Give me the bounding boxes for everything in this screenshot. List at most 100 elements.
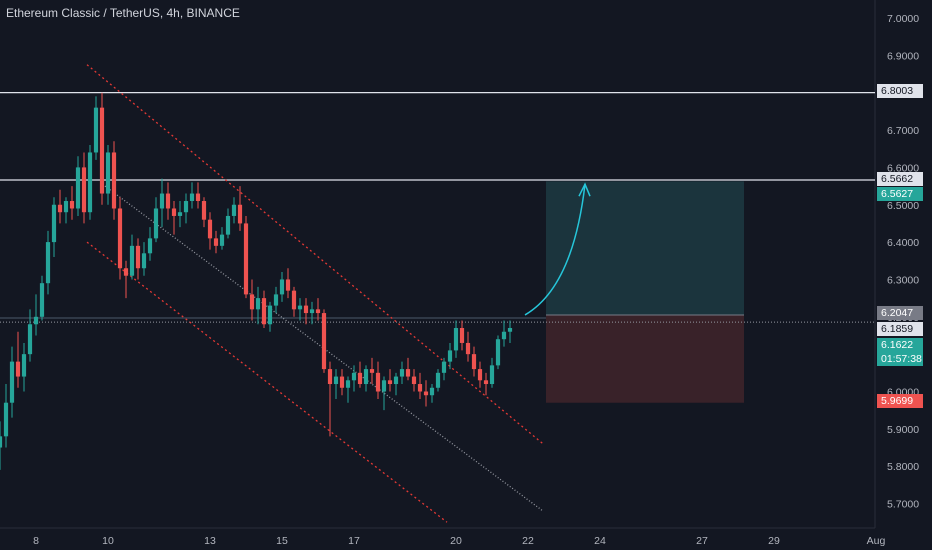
candle-body xyxy=(3,402,9,437)
candle-body xyxy=(63,201,69,213)
candle-body xyxy=(81,167,87,213)
candle-body xyxy=(27,324,33,355)
x-tick-label: 13 xyxy=(204,535,216,547)
candle-body xyxy=(57,204,63,213)
y-tick-label: 6.6000 xyxy=(887,162,919,174)
candle-body xyxy=(219,234,225,246)
candle-body xyxy=(201,201,207,220)
target-zone xyxy=(546,181,744,316)
candle-body xyxy=(267,305,273,325)
candle-body xyxy=(153,208,159,239)
candle-body xyxy=(165,193,171,209)
y-tick-label: 5.8000 xyxy=(887,461,919,473)
bar-countdown-tag: 01:57:38 xyxy=(877,352,923,366)
candle-body xyxy=(447,350,453,362)
candle-body xyxy=(87,152,93,213)
candle-body xyxy=(207,219,213,239)
x-tick-label: 20 xyxy=(450,535,462,547)
x-tick-label: Aug xyxy=(867,535,886,547)
candle-body xyxy=(261,298,267,325)
candle-body xyxy=(309,309,315,314)
candle-body xyxy=(225,215,231,235)
y-tick-label: 6.3000 xyxy=(887,274,919,286)
candle-body xyxy=(315,309,321,314)
candle-body xyxy=(333,376,339,385)
candle-body xyxy=(231,204,237,216)
x-tick-label: 15 xyxy=(276,535,288,547)
candle-body xyxy=(507,328,513,332)
candle-body xyxy=(123,268,129,276)
candle-body xyxy=(477,369,483,381)
current-price-tag: 6.1622 xyxy=(877,338,923,352)
candle-body xyxy=(159,193,165,209)
candle-body xyxy=(39,283,45,317)
x-tick-label: 29 xyxy=(768,535,780,547)
candle-body xyxy=(195,193,201,202)
candle-body xyxy=(375,372,381,392)
candle-body xyxy=(99,107,105,194)
candle-body xyxy=(129,245,135,276)
candle-body xyxy=(141,253,147,269)
candle-body xyxy=(357,372,363,385)
candle-body xyxy=(381,380,387,392)
candle-body xyxy=(399,369,405,377)
candle-body xyxy=(279,279,285,295)
projection-arrowhead xyxy=(578,182,591,197)
candle-body xyxy=(297,305,303,310)
x-tick-label: 10 xyxy=(102,535,114,547)
candle-body xyxy=(465,342,471,355)
channel-upper-line xyxy=(86,64,544,445)
candle-body xyxy=(489,365,495,385)
candle-body xyxy=(339,376,345,388)
candle-body xyxy=(45,242,51,284)
candle-body xyxy=(33,316,39,325)
symbol-title: Ethereum Classic / TetherUS, 4h, BINANCE xyxy=(6,6,240,20)
x-tick-label: 8 xyxy=(33,535,39,547)
x-tick-label: 22 xyxy=(522,535,534,547)
candle-body xyxy=(75,167,81,209)
candle-body xyxy=(285,279,291,291)
y-tick-label: 7.0000 xyxy=(887,13,919,25)
resistance-mid-price-tag: 6.5662 xyxy=(877,172,923,186)
candle-body xyxy=(405,369,411,377)
y-tick-label: 5.9000 xyxy=(887,424,919,436)
candle-body xyxy=(255,298,261,310)
entry-price-tag: 6.2047 xyxy=(877,306,923,320)
stop-price-tag: 5.9699 xyxy=(877,394,923,408)
candle-body xyxy=(345,380,351,388)
projection-arrow xyxy=(524,184,586,316)
x-tick-label: 27 xyxy=(696,535,708,547)
candle-body xyxy=(501,331,507,340)
candle-body xyxy=(189,193,195,202)
y-tick-label: 6.5000 xyxy=(887,200,919,212)
candle-body xyxy=(393,376,399,385)
candle-body xyxy=(243,223,249,295)
candle-body xyxy=(213,238,219,246)
x-tick-label: 17 xyxy=(348,535,360,547)
y-tick-label: 5.7000 xyxy=(887,499,919,511)
candle-body xyxy=(0,436,3,448)
candle-body xyxy=(15,361,21,377)
y-tick-label: 6.7000 xyxy=(887,125,919,137)
candle-body xyxy=(303,305,309,314)
candle-body xyxy=(291,290,297,310)
channel-mid-line xyxy=(104,185,544,512)
candle-body xyxy=(471,354,477,370)
candle-body xyxy=(117,208,123,269)
candle-body xyxy=(93,107,99,153)
candle-body xyxy=(249,294,255,310)
candle-body xyxy=(351,372,357,381)
candle-body xyxy=(69,201,75,209)
stop-zone xyxy=(546,315,744,403)
last-price-tag: 6.1859 xyxy=(877,322,923,336)
candle-body xyxy=(135,245,141,269)
candle-body xyxy=(21,354,27,377)
candle-body xyxy=(387,380,393,385)
candle-body xyxy=(147,238,153,254)
candle-body xyxy=(423,391,429,396)
candle-body xyxy=(495,339,501,366)
candle-body xyxy=(177,212,183,216)
candle-body xyxy=(459,328,465,343)
